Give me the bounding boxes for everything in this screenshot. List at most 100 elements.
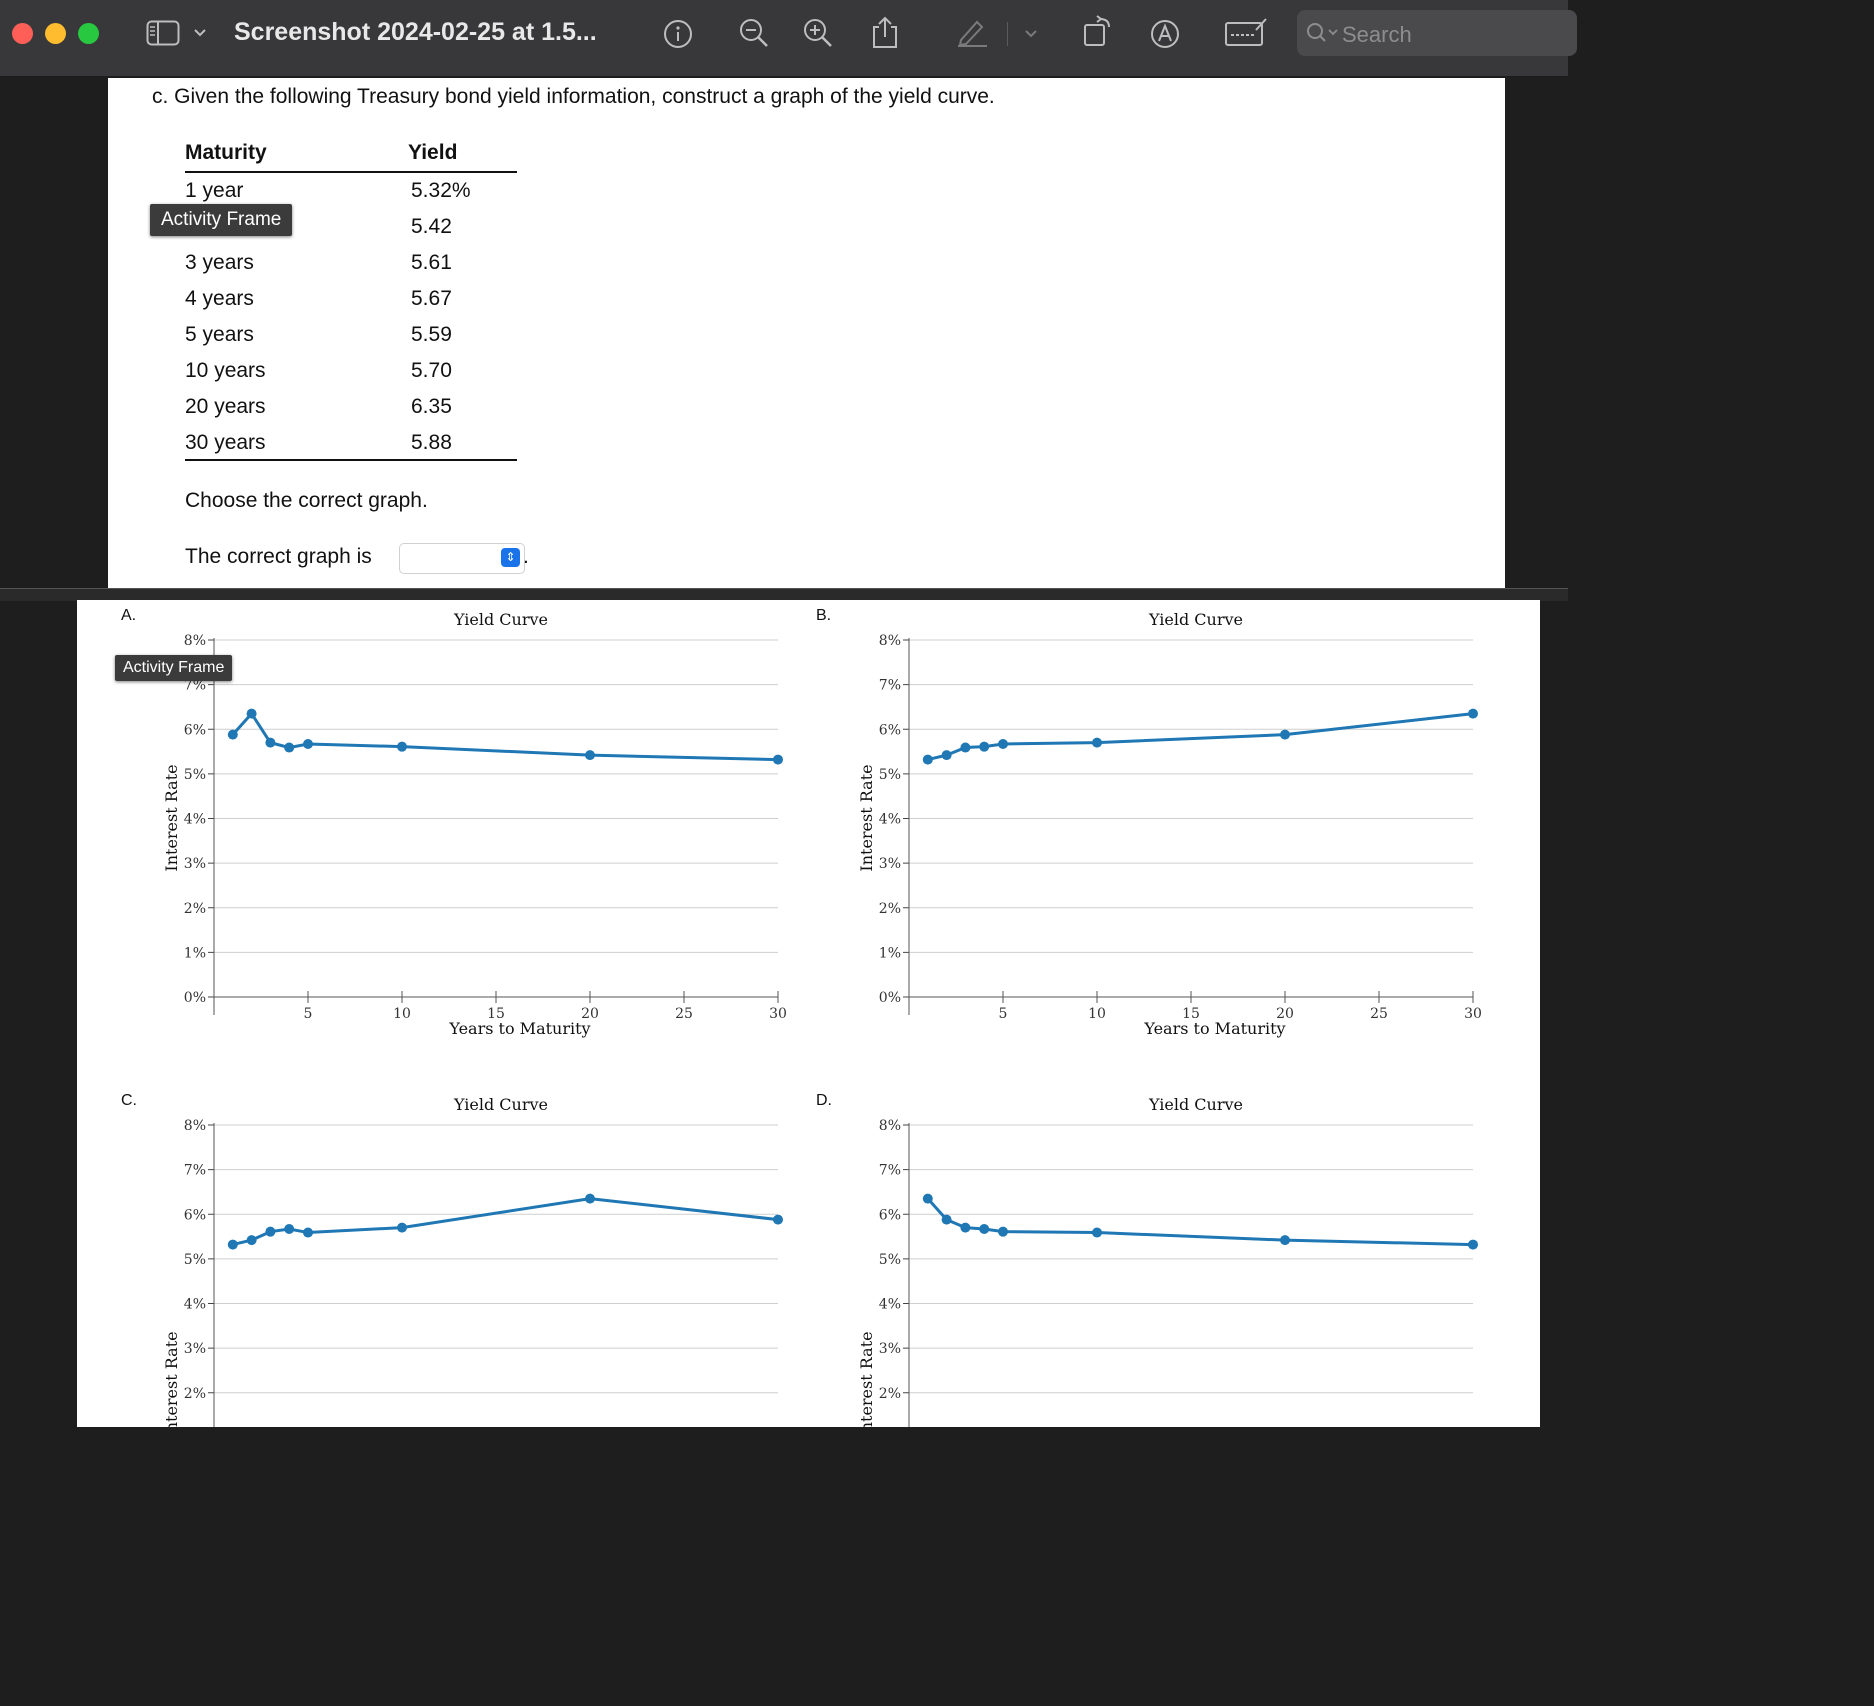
y-tick-label: 4% xyxy=(184,812,206,828)
y-tick-label: 4% xyxy=(879,1297,901,1313)
chart-title: Yield Curve xyxy=(1148,1095,1243,1114)
data-point xyxy=(1092,737,1102,748)
data-point xyxy=(1468,708,1478,719)
y-tick-label: 4% xyxy=(879,812,901,828)
data-point xyxy=(1092,1227,1102,1238)
x-tick-label: 5 xyxy=(304,1006,313,1022)
x-tick-label: 30 xyxy=(769,1006,787,1022)
y-tick-label: 7% xyxy=(879,678,901,694)
search-field[interactable]: Search xyxy=(1297,10,1577,56)
info-icon[interactable] xyxy=(663,19,693,49)
activity-frame-tooltip: Activity Frame xyxy=(150,204,293,236)
y-tick-label: 8% xyxy=(879,633,901,649)
x-tick-label: 30 xyxy=(1464,1006,1482,1022)
question-prompt: c. Given the following Treasury bond yie… xyxy=(152,85,995,108)
y-tick-label: 1% xyxy=(184,945,206,961)
data-point xyxy=(979,1223,990,1234)
table-row-yield: 5.61 xyxy=(411,251,452,274)
data-point xyxy=(227,1239,238,1250)
y-tick-label: 7% xyxy=(184,1163,206,1179)
zoom-in-icon[interactable] xyxy=(802,17,834,49)
chart-title: Yield Curve xyxy=(1148,610,1243,629)
sidebar-icon[interactable] xyxy=(146,20,180,46)
answer-select[interactable]: ⇕ xyxy=(399,543,525,574)
data-point xyxy=(773,1214,783,1225)
data-point xyxy=(284,742,295,753)
zoom-window-button[interactable] xyxy=(78,23,99,44)
x-tick-label: 20 xyxy=(581,1006,599,1022)
data-point xyxy=(397,1222,407,1233)
data-point xyxy=(922,1193,933,1204)
y-tick-label: 5% xyxy=(879,1252,901,1268)
chart-title: Yield Curve xyxy=(453,1095,548,1114)
search-icon xyxy=(1307,23,1338,42)
data-point xyxy=(922,754,933,765)
highlight-pen-icon[interactable] xyxy=(955,16,989,48)
x-tick-label: 5 xyxy=(999,1006,1008,1022)
chart-title: Yield Curve xyxy=(453,610,548,629)
table-row-maturity: 5 years xyxy=(185,323,254,346)
data-point xyxy=(1280,1235,1290,1246)
x-tick-label: 10 xyxy=(1088,1006,1106,1022)
signature-icon[interactable] xyxy=(1224,16,1268,48)
data-point xyxy=(773,754,783,765)
data-point xyxy=(998,738,1008,749)
data-point xyxy=(303,1227,313,1238)
x-axis-label: Years to Maturity xyxy=(448,1019,590,1038)
y-axis-label: Interest Rate xyxy=(162,1331,181,1427)
y-tick-label: 6% xyxy=(184,1207,206,1223)
zoom-out-icon[interactable] xyxy=(738,17,770,49)
table-row-yield: 5.70 xyxy=(411,359,452,382)
y-tick-label: 0% xyxy=(184,990,206,1006)
x-tick-label: 20 xyxy=(1276,1006,1294,1022)
table-bottom-rule xyxy=(185,459,517,461)
data-point xyxy=(284,1223,295,1234)
window-titlebar: Screenshot 2024-02-25 at 1.5... xyxy=(0,0,1577,77)
data-point xyxy=(265,737,276,748)
table-row-yield: 5.32% xyxy=(411,179,471,202)
y-tick-label: 5% xyxy=(879,767,901,783)
activity-frame-tooltip: Activity Frame xyxy=(115,655,233,681)
table-row-yield: 5.88 xyxy=(411,431,452,454)
x-axis-label: Years to Maturity xyxy=(1143,1019,1285,1038)
data-point xyxy=(246,1235,257,1246)
table-row-maturity: 1 year xyxy=(185,179,244,202)
y-tick-label: 6% xyxy=(184,722,206,738)
choose-instruction: Choose the correct graph. xyxy=(185,489,428,512)
x-tick-label: 25 xyxy=(675,1006,693,1022)
table-row-yield: 6.35 xyxy=(411,395,452,418)
y-tick-label: 6% xyxy=(879,722,901,738)
markup-icon[interactable] xyxy=(1149,18,1181,50)
close-window-button[interactable] xyxy=(12,23,33,44)
table-top-rule xyxy=(185,171,517,173)
series-line xyxy=(231,711,779,762)
answer-prefix: The correct graph is xyxy=(185,545,372,568)
y-tick-label: 7% xyxy=(184,678,206,694)
y-tick-label: 0% xyxy=(879,990,901,1006)
data-point xyxy=(585,1193,595,1204)
x-tick-label: 25 xyxy=(1370,1006,1388,1022)
y-tick-label: 2% xyxy=(879,1386,901,1402)
y-axis-label: Interest Rate xyxy=(162,764,181,871)
option-label: C. xyxy=(121,1092,137,1109)
y-tick-label: 5% xyxy=(184,1252,206,1268)
y-tick-label: 3% xyxy=(879,856,901,872)
y-axis-label: Interest Rate xyxy=(857,764,876,871)
y-tick-label: 5% xyxy=(184,767,206,783)
window-title: Screenshot 2024-02-25 at 1.5... xyxy=(234,18,597,46)
y-tick-label: 3% xyxy=(184,1341,206,1357)
share-icon[interactable] xyxy=(870,15,900,49)
data-point xyxy=(227,729,238,740)
maturity-header: Maturity xyxy=(185,141,267,164)
y-tick-label: 2% xyxy=(184,1386,206,1402)
minimize-window-button[interactable] xyxy=(45,23,66,44)
chevron-down-icon[interactable] xyxy=(1024,29,1038,39)
toolbar-divider xyxy=(1007,22,1008,46)
x-tick-label: 15 xyxy=(487,1006,505,1022)
data-point xyxy=(979,741,990,752)
select-stepper-icon: ⇕ xyxy=(501,548,520,567)
rotate-icon[interactable] xyxy=(1082,13,1114,49)
table-row-yield: 5.67 xyxy=(411,287,452,310)
table-row-yield: 5.42 xyxy=(411,215,452,238)
chevron-down-icon[interactable] xyxy=(193,28,207,38)
